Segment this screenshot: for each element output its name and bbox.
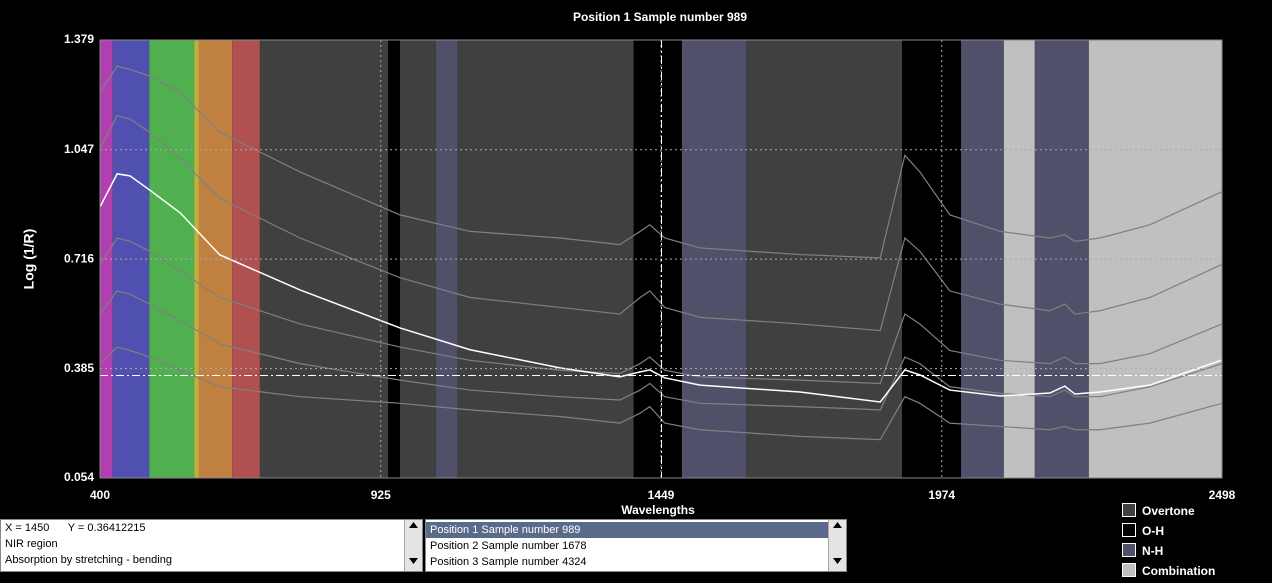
sample-item[interactable]: Position 1 Sample number 989 bbox=[426, 522, 828, 538]
y-tick-label: 0.054 bbox=[64, 470, 94, 484]
spectrum-line bbox=[99, 237, 1223, 385]
sample-item[interactable]: Position 3 Sample number 4324 bbox=[430, 556, 587, 568]
spectrum-line bbox=[99, 346, 1223, 441]
y-tick-label: 0.716 bbox=[64, 251, 94, 265]
x-tick-label: 400 bbox=[90, 488, 110, 502]
region-band bbox=[1003, 40, 1035, 478]
spectrum-line bbox=[99, 114, 1223, 332]
legend-label: Combination bbox=[1142, 564, 1216, 578]
scrollbar[interactable] bbox=[828, 520, 846, 571]
y-label: Y = bbox=[67, 522, 85, 534]
x-tick-label: 1974 bbox=[928, 488, 955, 502]
legend-item: N-H bbox=[1122, 543, 1163, 563]
legend-label: N-H bbox=[1142, 544, 1164, 558]
chart-title: Position 1 Sample number 989 bbox=[573, 10, 747, 24]
info-line: Absorption by stretching - bending bbox=[5, 554, 172, 566]
x-axis-label: Wavelengths bbox=[621, 503, 695, 517]
y-tick-label: 0.385 bbox=[64, 361, 94, 375]
region-band bbox=[259, 40, 389, 478]
legend-swatch bbox=[1122, 563, 1136, 577]
region-band bbox=[388, 40, 401, 478]
sample-list[interactable]: Position 1 Sample number 989 Position 2 … bbox=[425, 519, 847, 572]
x-tick-label: 1449 bbox=[648, 488, 675, 502]
legend-label: Overtone bbox=[1142, 504, 1195, 518]
y-tick-label: 1.047 bbox=[64, 142, 94, 156]
spectrum-line bbox=[99, 290, 1223, 411]
spectrum-line bbox=[99, 65, 1223, 259]
chart: Position 1 Sample number 989 Wavelengths… bbox=[21, 10, 1236, 517]
spectrum-line bbox=[99, 173, 1223, 403]
legend-item: Combination bbox=[1122, 563, 1215, 583]
x-label: X = bbox=[5, 522, 22, 534]
info-panel[interactable]: X = 1450 Y = 0.36412215 NIR region Absor… bbox=[0, 519, 423, 572]
legend-swatch bbox=[1122, 523, 1136, 537]
plot-frame bbox=[99, 39, 1223, 479]
x-tick-label: 2498 bbox=[1209, 488, 1236, 502]
y-axis-label: Log (1/R) bbox=[21, 229, 37, 290]
legend-swatch bbox=[1122, 503, 1136, 517]
region-band bbox=[961, 40, 1004, 478]
y-tick-label: 1.379 bbox=[64, 32, 94, 46]
legend-item: Overtone bbox=[1122, 503, 1195, 523]
info-line: NIR region bbox=[5, 538, 58, 550]
legend-swatch bbox=[1122, 543, 1136, 557]
scrollbar[interactable] bbox=[404, 520, 422, 571]
legend-label: O-H bbox=[1142, 524, 1164, 538]
region-band bbox=[746, 40, 903, 478]
cursor-readout: X = 1450 Y = 0.36412215 bbox=[1, 520, 422, 536]
y-value: 0.36412215 bbox=[87, 522, 146, 534]
x-tick-label: 925 bbox=[371, 488, 391, 502]
x-value: 1450 bbox=[24, 522, 50, 534]
sample-item[interactable]: Position 2 Sample number 1678 bbox=[430, 540, 587, 552]
legend-item: O-H bbox=[1122, 523, 1164, 543]
